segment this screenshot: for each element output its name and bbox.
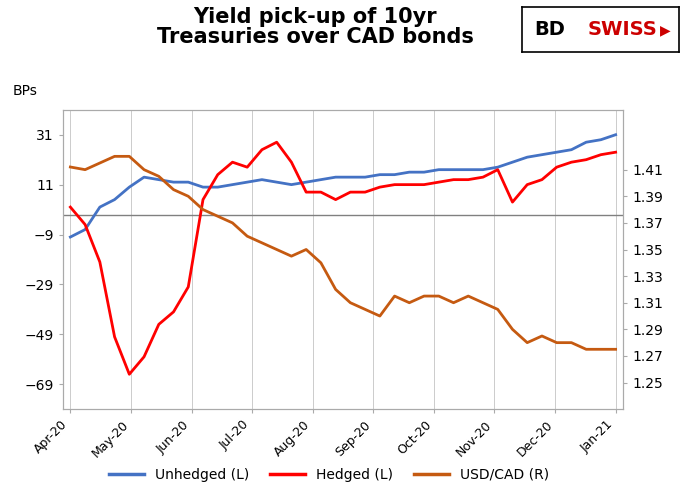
Text: BD: BD [534,20,565,39]
Text: BPs: BPs [13,84,38,98]
Text: Yield pick-up of 10yr: Yield pick-up of 10yr [193,7,437,27]
Text: ▶: ▶ [660,23,671,37]
Text: Treasuries over CAD bonds: Treasuries over CAD bonds [157,27,473,47]
Legend: Unhedged (L), Hedged (L), USD/CAD (R): Unhedged (L), Hedged (L), USD/CAD (R) [104,462,554,487]
Text: SWISS: SWISS [587,20,657,39]
